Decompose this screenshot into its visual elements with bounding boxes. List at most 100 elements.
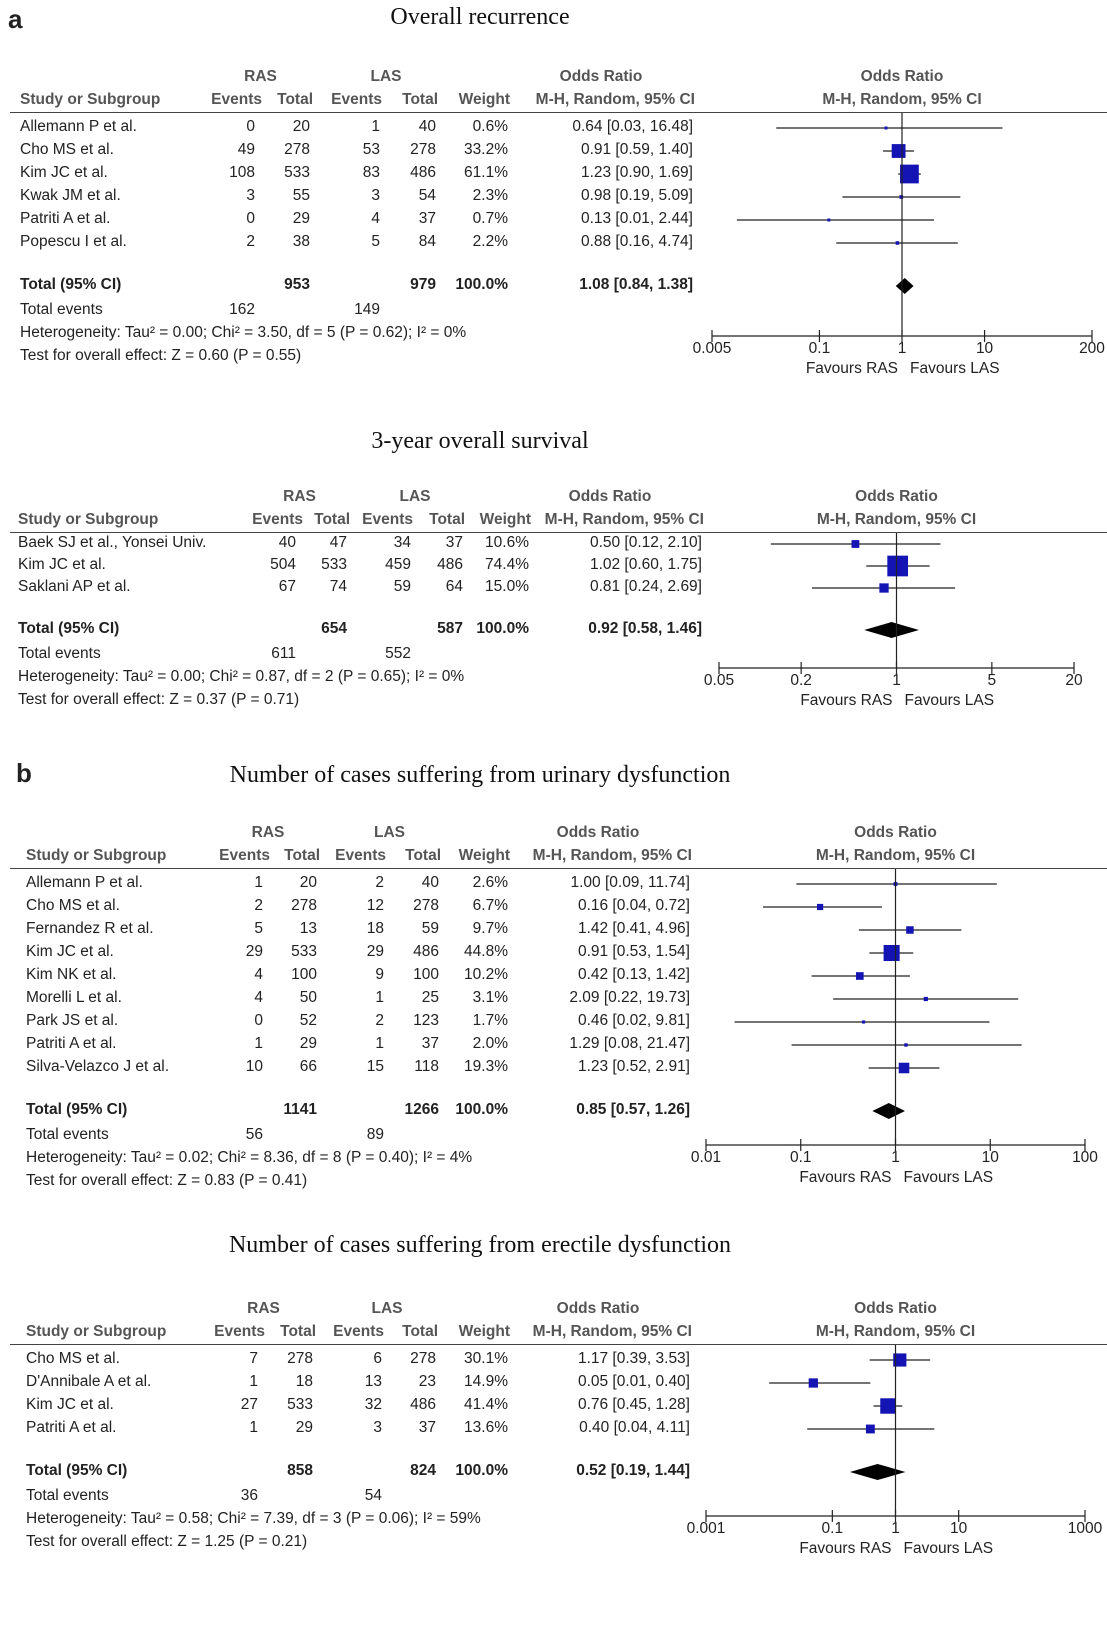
study-events1: 504: [270, 556, 296, 573]
study-total2: 40: [418, 118, 436, 135]
study-total1: 29: [299, 1035, 317, 1052]
study-or-ci: 0.42 [0.13, 1.42]: [577, 966, 690, 983]
forest-plot-3: Number of cases suffering from urinary d…: [0, 758, 1107, 1189]
study-events2: 34: [393, 534, 411, 551]
total-or-ci: 0.92 [0.58, 1.46]: [588, 620, 702, 637]
total-events-label: Total events: [20, 301, 103, 318]
total-events1: 56: [245, 1126, 263, 1143]
study-events2: 29: [366, 943, 384, 960]
header-group1: RAS: [251, 824, 285, 841]
total-or-ci: 0.85 [0.57, 1.26]: [576, 1101, 690, 1118]
total-total1: 953: [284, 276, 310, 293]
study-total2: 486: [410, 164, 436, 181]
study-marker: [879, 583, 889, 593]
study-total2: 123: [413, 1012, 439, 1029]
study-events2: 4: [371, 210, 380, 227]
study-events1: 27: [240, 1396, 258, 1413]
study-events2: 3: [371, 187, 380, 204]
favours-right: Favours LAS: [903, 1169, 994, 1186]
study-total1: 533: [321, 556, 347, 573]
study-or-ci: 0.16 [0.04, 0.72]: [577, 897, 690, 914]
header-events2: Events: [362, 511, 413, 528]
study-name: Popescu I et al.: [20, 233, 127, 250]
study-or-ci: 0.91 [0.53, 1.54]: [577, 943, 690, 960]
header-method: M-H, Random, 95% CI: [532, 1323, 692, 1340]
header-study: Study or Subgroup: [18, 511, 159, 528]
study-or-ci: 0.98 [0.19, 5.09]: [580, 187, 693, 204]
study-marker: [899, 195, 904, 199]
study-events1: 1: [249, 1373, 258, 1390]
header-weight: Weight: [458, 1323, 510, 1340]
total-label: Total (95% CI): [26, 1462, 128, 1479]
total-total2: 979: [410, 276, 436, 293]
study-weight: 9.7%: [472, 920, 508, 937]
study-weight: 1.7%: [472, 1012, 508, 1029]
overall-effect: Test for overall effect: Z = 0.83 (P = 0…: [26, 1172, 308, 1189]
total-total2: 1266: [404, 1101, 439, 1118]
study-total2: 486: [437, 556, 463, 573]
forest-plot-graphic: [705, 869, 1086, 1151]
study-total2: 37: [445, 534, 463, 551]
heterogeneity: Heterogeneity: Tau² = 0.00; Chi² = 0.87,…: [18, 668, 465, 685]
study-name: Kim JC et al.: [26, 943, 114, 960]
header-events2: Events: [331, 91, 382, 108]
plot-title: 3-year overall survival: [371, 428, 589, 454]
study-marker: [884, 126, 888, 130]
study-total1: 18: [295, 1373, 313, 1390]
study-marker: [923, 996, 928, 1002]
study-weight: 2.2%: [472, 233, 508, 250]
study-weight: 30.1%: [464, 1350, 508, 1367]
panel-label-a: a: [8, 4, 23, 34]
favours-right: Favours LAS: [910, 360, 1000, 377]
study-events2: 459: [385, 556, 411, 573]
header-events1: Events: [252, 511, 303, 528]
header-method: M-H, Random, 95% CI: [544, 511, 704, 528]
forest-plot-graphic: [705, 1345, 1086, 1522]
header-total2: Total: [405, 847, 441, 864]
forest-plot-2: 3-year overall survival RAS LAS Odds Ratio O…: [0, 424, 1107, 844]
study-events1: 108: [229, 164, 255, 181]
study-total2: 54: [418, 187, 436, 204]
x-tick-label: 0.1: [808, 340, 831, 357]
study-name: Kim NK et al.: [26, 966, 117, 983]
heterogeneity: Heterogeneity: Tau² = 0.58; Chi² = 7.39,…: [26, 1510, 481, 1527]
study-events1: 0: [254, 1012, 263, 1029]
header-study: Study or Subgroup: [26, 1323, 167, 1340]
favours-left: Favours RAS: [799, 1540, 892, 1557]
header-plot-method: M-H, Random, 95% CI: [822, 91, 982, 108]
favours-left: Favours RAS: [799, 1169, 892, 1186]
study-weight: 41.4%: [464, 1396, 508, 1413]
study-name: Park JS et al.: [26, 1012, 119, 1029]
study-marker: [865, 1424, 875, 1434]
study-total1: 52: [299, 1012, 317, 1029]
study-or-ci: 0.81 [0.24, 2.69]: [589, 578, 702, 595]
study-weight: 44.8%: [464, 943, 508, 960]
overall-effect: Test for overall effect: Z = 0.60 (P = 0…: [20, 347, 302, 364]
study-events1: 3: [246, 187, 255, 204]
study-marker: [855, 972, 864, 980]
header-or-plot: Odds Ratio: [855, 488, 938, 505]
study-or-ci: 1.00 [0.09, 11.74]: [570, 874, 690, 891]
study-events2: 1: [375, 989, 384, 1006]
x-tick-label: 0.01: [690, 1149, 722, 1166]
header-group1: RAS: [283, 488, 316, 505]
study-weight: 33.2%: [464, 141, 508, 158]
total-total1: 858: [287, 1462, 313, 1479]
study-name: Allemann P et al.: [26, 874, 143, 891]
header-weight: Weight: [479, 511, 531, 528]
study-name: Kwak JM et al.: [20, 187, 121, 204]
study-or-ci: 1.02 [0.60, 1.75]: [589, 556, 702, 573]
study-name: Fernandez R et al.: [26, 920, 154, 937]
study-marker: [893, 1353, 907, 1367]
study-total1: 278: [291, 897, 317, 914]
study-events1: 49: [237, 141, 255, 158]
x-tick-label: 0.2: [790, 672, 812, 689]
favours-right: Favours LAS: [903, 1540, 994, 1557]
total-total2: 824: [410, 1462, 436, 1479]
study-events1: 0: [246, 118, 255, 135]
study-total1: 278: [287, 1350, 313, 1367]
plot-title: Overall recurrence: [390, 4, 570, 30]
study-name: Kim JC et al.: [18, 556, 106, 573]
header-group2: LAS: [370, 68, 402, 85]
total-weight: 100.0%: [455, 1101, 508, 1118]
